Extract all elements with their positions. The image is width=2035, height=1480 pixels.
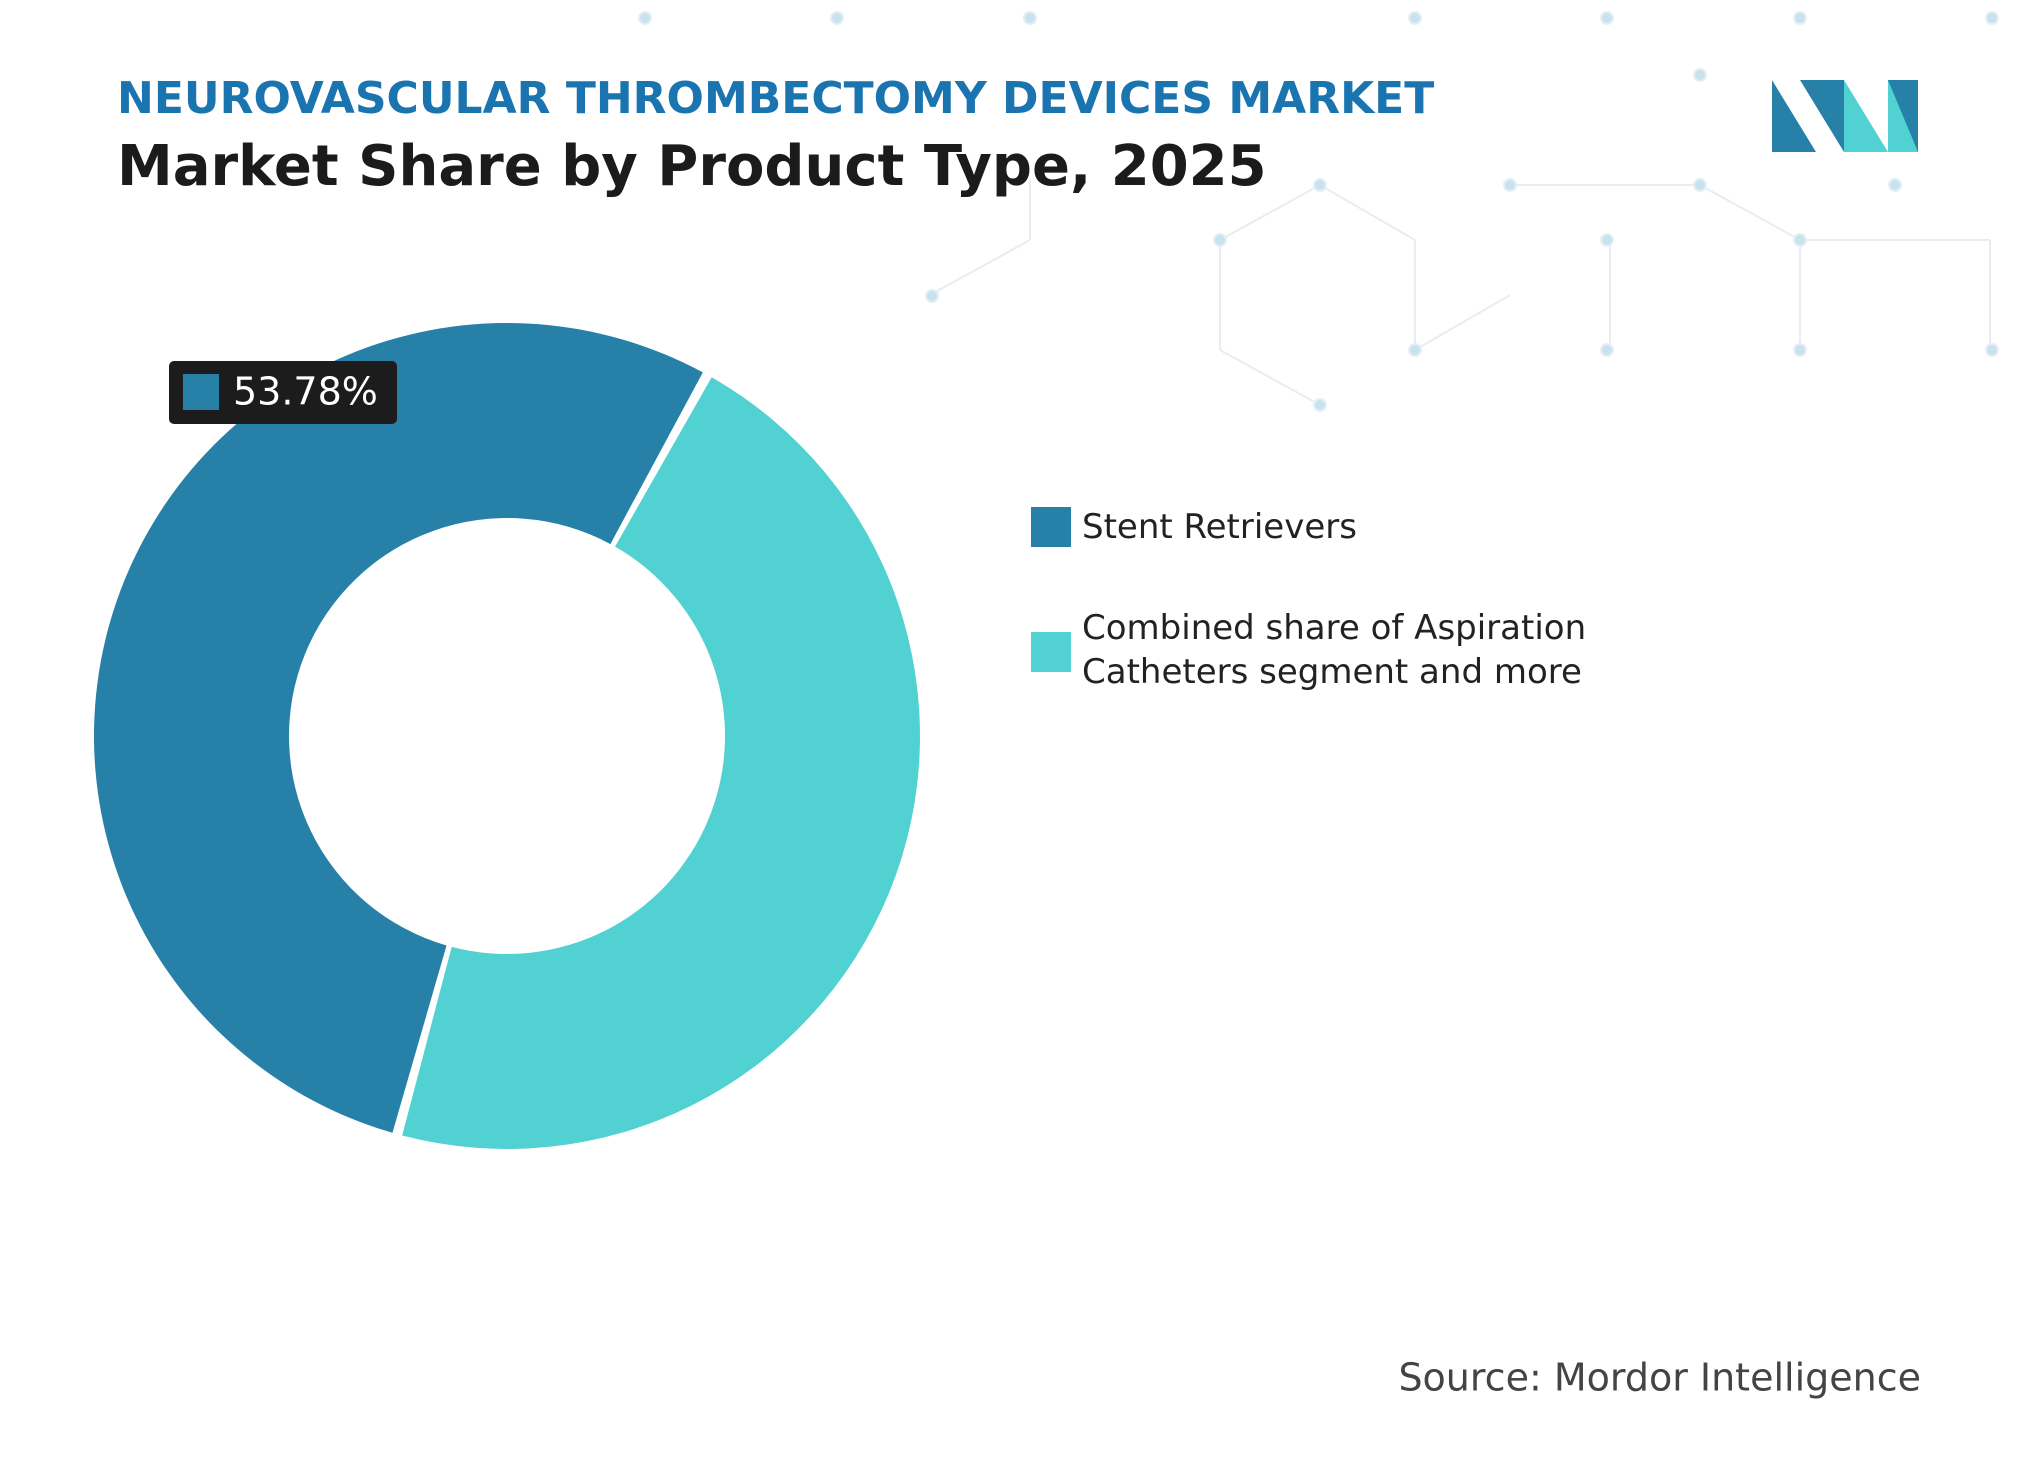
legend-swatch [1031, 507, 1071, 547]
legend-label: Combined share of Aspiration Catheters s… [1082, 608, 1587, 692]
background-pattern [638, 11, 1999, 412]
data-label: 53.78% [169, 361, 397, 424]
logo [1772, 80, 1918, 152]
source: Source: Mordor Intelligence [1398, 1356, 1921, 1400]
data-label-swatch [183, 374, 219, 410]
legend-swatch [1031, 632, 1071, 672]
chart-title: Market Share by Product Type, 2025 [117, 134, 1267, 199]
legend-item: Stent Retrievers [1031, 505, 1642, 549]
donut-slice [402, 377, 920, 1149]
data-label-text: 53.78% [233, 370, 378, 414]
chart-header: NEUROVASCULAR THROMBECTOMY DEVICES MARKE… [117, 73, 1434, 124]
legend-item: Combined share of Aspiration Catheters s… [1031, 606, 1642, 694]
donut-slice [94, 322, 703, 1133]
donut: 53.78% [94, 322, 920, 1149]
data-label-box [169, 361, 397, 424]
legend-label: Stent Retrievers [1082, 507, 1357, 547]
